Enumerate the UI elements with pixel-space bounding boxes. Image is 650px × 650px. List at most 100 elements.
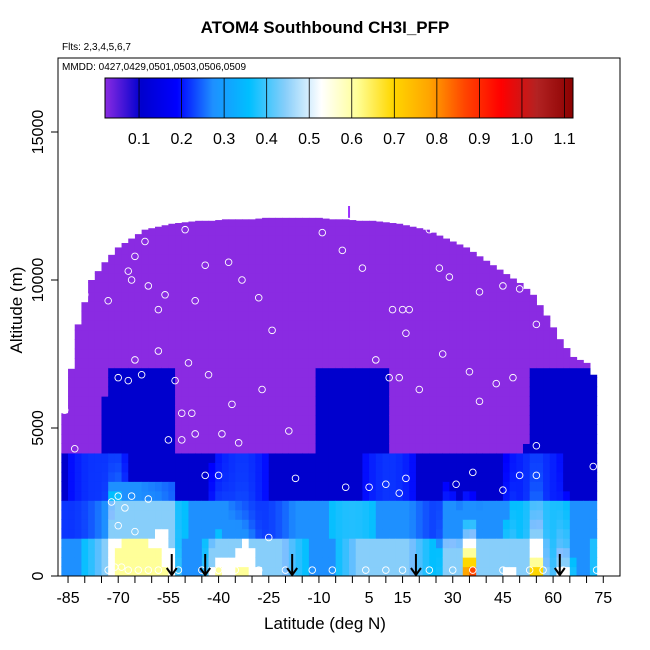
heat-cell	[355, 386, 364, 397]
heat-cell	[395, 557, 404, 568]
heat-cell	[516, 405, 524, 416]
heat-cell	[556, 490, 564, 501]
heat-cell	[295, 225, 303, 236]
colorbar-tick-label: 0.3	[213, 131, 235, 148]
heat-cell	[268, 377, 277, 388]
heat-cell	[241, 433, 250, 444]
heat-cell	[88, 414, 96, 426]
heat-cell	[522, 301, 531, 312]
heat-cell	[228, 253, 236, 265]
sample-point	[184, 359, 193, 367]
sample-point	[475, 288, 484, 296]
heat-cell	[195, 282, 203, 293]
heat-cell	[583, 396, 591, 407]
heat-cell	[502, 329, 511, 340]
heat-cell	[228, 557, 236, 568]
heat-cell	[462, 291, 471, 302]
heat-cell	[81, 414, 89, 426]
chart-title: ATOM4 Southbound CH3I_PFP	[200, 18, 450, 37]
heat-cell	[315, 462, 323, 473]
heat-cell	[402, 282, 410, 293]
heat-cell	[516, 500, 524, 511]
heat-cell	[436, 538, 444, 549]
heat-cell	[389, 339, 397, 350]
heat-cell	[415, 481, 424, 492]
heat-cell	[168, 348, 176, 359]
heat-cell	[529, 519, 537, 530]
heat-cell	[456, 386, 464, 397]
heat-cell	[295, 329, 303, 340]
heat-cell	[576, 547, 584, 558]
heat-cell	[496, 443, 504, 454]
heat-cell	[576, 377, 584, 388]
heat-cell	[449, 500, 457, 511]
heat-cell	[255, 462, 263, 473]
heat-cell	[208, 547, 216, 558]
heat-cell	[429, 367, 437, 378]
heat-cell	[255, 235, 263, 246]
heat-cell	[536, 509, 544, 520]
heat-cell	[422, 528, 430, 539]
heat-cell	[74, 367, 83, 378]
heat-cell	[94, 528, 103, 539]
heat-cell	[462, 396, 471, 407]
heat-cell	[275, 320, 283, 331]
heat-cell	[101, 405, 109, 416]
heat-cell	[74, 424, 83, 435]
heat-cell	[462, 263, 471, 274]
heat-cell	[195, 348, 203, 359]
sample-point	[231, 566, 240, 574]
heat-cell	[429, 244, 437, 255]
heat-cell	[275, 348, 283, 359]
heat-cell	[529, 509, 537, 520]
heat-cell	[415, 557, 424, 568]
sample-point	[154, 566, 163, 574]
heat-cell	[415, 405, 424, 416]
heat-cell	[395, 528, 404, 539]
heat-cell	[322, 500, 330, 511]
heat-cell	[81, 302, 89, 312]
heat-cell	[315, 377, 323, 388]
heat-cell	[228, 528, 236, 539]
heat-cell	[241, 386, 250, 397]
heat-cell	[262, 282, 270, 293]
heat-cell	[342, 235, 350, 246]
heat-cell	[114, 557, 123, 568]
heat-cell	[362, 452, 370, 463]
heat-cell	[449, 528, 457, 539]
heat-cell	[409, 471, 417, 482]
heat-cell	[543, 528, 551, 539]
heat-cell	[302, 225, 310, 236]
heat-cell	[422, 500, 430, 511]
x-tick-label: -40	[207, 590, 230, 607]
heat-cell	[195, 500, 203, 511]
heat-cell	[509, 481, 517, 492]
heat-cell	[208, 339, 216, 350]
heat-cell	[522, 490, 531, 501]
heat-cell	[322, 253, 330, 265]
heat-cell	[469, 386, 477, 397]
heat-cell	[268, 528, 277, 539]
heat-cell	[121, 320, 129, 331]
heat-cell	[241, 377, 250, 388]
heat-cell	[134, 490, 143, 501]
heat-cell	[275, 396, 283, 407]
heat-cell	[482, 471, 491, 482]
heat-cell	[375, 557, 384, 568]
heat-cell	[181, 222, 190, 227]
heat-cell	[389, 481, 397, 492]
heat-cell	[516, 310, 524, 321]
heat-cell	[255, 396, 263, 407]
heat-cell	[128, 509, 136, 520]
heat-cell	[462, 358, 471, 369]
heat-cell	[382, 253, 390, 265]
heat-cell	[502, 433, 511, 444]
heat-cell	[469, 301, 477, 312]
heat-cell	[141, 443, 149, 454]
heat-cell	[228, 272, 236, 283]
heat-cell	[456, 339, 464, 350]
heat-cell	[88, 320, 96, 331]
heat-cell	[188, 310, 196, 321]
heat-cell	[208, 566, 216, 576]
heat-cell	[195, 462, 203, 473]
